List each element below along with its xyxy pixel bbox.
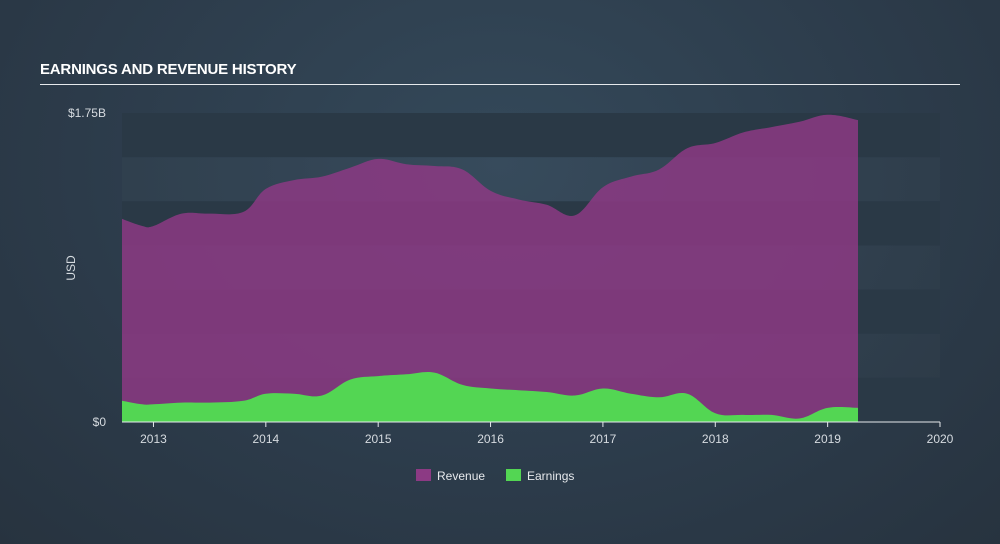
x-tick-label-2017: 2017 xyxy=(590,432,617,446)
legend-label-earnings: Earnings xyxy=(527,469,574,483)
x-tick-label-2018: 2018 xyxy=(702,432,729,446)
earnings-area xyxy=(122,371,858,422)
y-axis-title: USD xyxy=(64,255,78,281)
x-tick-label-2020: 2020 xyxy=(927,432,954,446)
x-axis-labels: 2013 2014 2015 2016 2017 2018 2019 2020 xyxy=(140,432,954,446)
legend-label-revenue: Revenue xyxy=(437,469,485,483)
series-areas xyxy=(122,114,858,423)
revenue-area xyxy=(122,114,858,423)
legend-swatch-earnings xyxy=(506,469,521,481)
x-tick-label-2015: 2015 xyxy=(365,432,392,446)
y-tick-label: $1.75B xyxy=(68,106,106,120)
x-tick-label-2019: 2019 xyxy=(814,432,841,446)
legend: Revenue Earnings xyxy=(416,469,574,483)
x-tick-label-2014: 2014 xyxy=(252,432,279,446)
x-tick-label-2013: 2013 xyxy=(140,432,167,446)
title-divider xyxy=(40,84,960,85)
y-axis-labels: $0 $1.75B USD xyxy=(64,106,106,429)
x-tick-label-2016: 2016 xyxy=(477,432,504,446)
chart-title: EARNINGS AND REVENUE HISTORY xyxy=(40,61,297,78)
legend-swatch-revenue xyxy=(416,469,431,481)
y-tick-label: $0 xyxy=(93,415,107,429)
axes xyxy=(122,421,941,427)
